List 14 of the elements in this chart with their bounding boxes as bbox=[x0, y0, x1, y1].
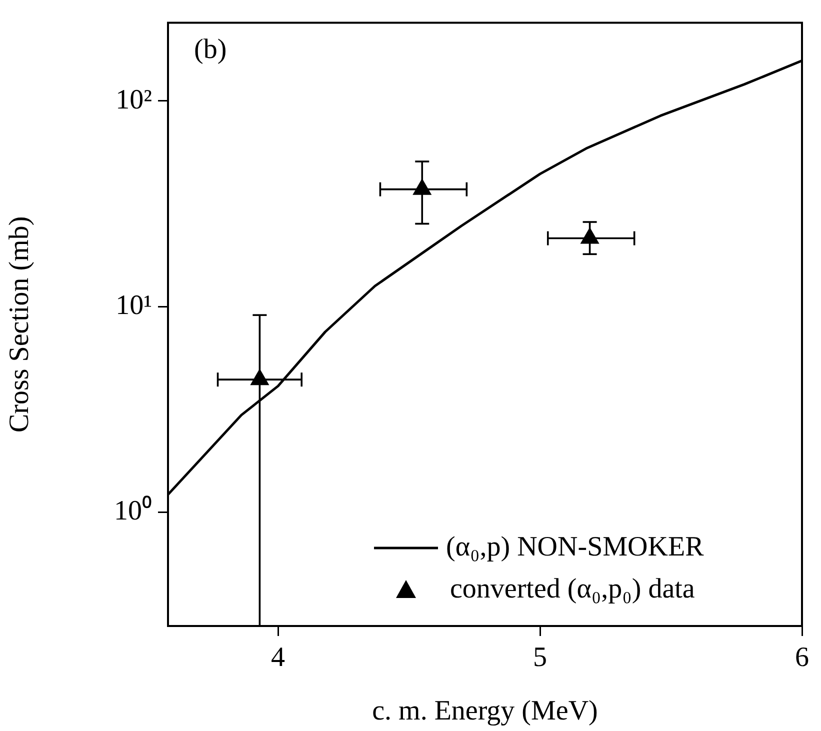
y-tick-label: 10² bbox=[116, 84, 152, 116]
x-axis-title: c. m. Energy (MeV) bbox=[372, 696, 598, 727]
y-axis-title: Cross Section (mb) bbox=[4, 216, 36, 433]
legend-label: (α₀,p) NON-SMOKER bbox=[446, 531, 704, 562]
legend-label: converted (α₀,p₀) data bbox=[450, 573, 696, 604]
y-tick-label: 10⁰ bbox=[114, 496, 152, 527]
x-tick-label: 4 bbox=[271, 642, 286, 674]
x-tick-label: 5 bbox=[533, 642, 548, 674]
annotation: (b) bbox=[194, 34, 227, 66]
x-tick-label: 6 bbox=[795, 642, 809, 674]
y-tick-label: 10¹ bbox=[116, 290, 152, 322]
point bbox=[580, 227, 600, 244]
point bbox=[412, 178, 432, 195]
point bbox=[250, 368, 270, 386]
